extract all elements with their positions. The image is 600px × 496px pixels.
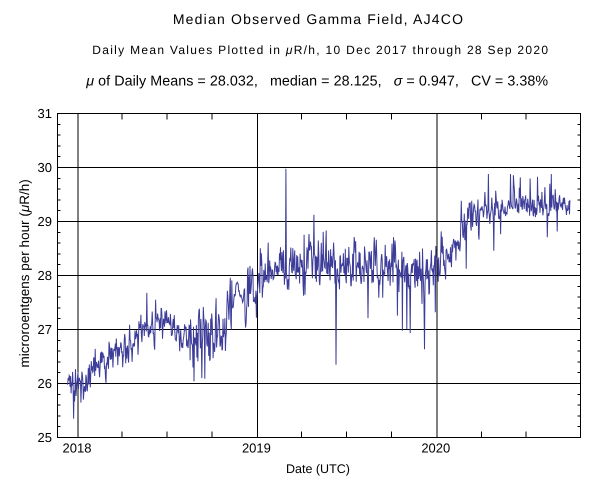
svg-text:28: 28 (38, 268, 52, 283)
svg-text:2020: 2020 (421, 441, 450, 456)
svg-text:31: 31 (38, 106, 52, 121)
svg-text:30: 30 (38, 160, 52, 175)
svg-text:μ of Daily Means = 28.032, m: μ of Daily Means = 28.032, median = 28.1… (85, 74, 548, 90)
svg-text:Median Observed Gamma Field, A: Median Observed Gamma Field, AJ4CO (173, 11, 464, 27)
svg-text:Daily Mean Values Plotted in μ: Daily Mean Values Plotted in μR/h, 10 De… (92, 43, 549, 57)
svg-text:microroentgens per hour (μR/h): microroentgens per hour (μR/h) (17, 179, 32, 367)
svg-text:29: 29 (38, 214, 52, 229)
svg-text:2018: 2018 (63, 441, 92, 456)
svg-text:27: 27 (38, 322, 52, 337)
svg-text:2019: 2019 (242, 441, 271, 456)
svg-text:Date (UTC): Date (UTC) (286, 462, 350, 476)
svg-text:26: 26 (38, 376, 52, 391)
svg-text:25: 25 (38, 430, 52, 445)
